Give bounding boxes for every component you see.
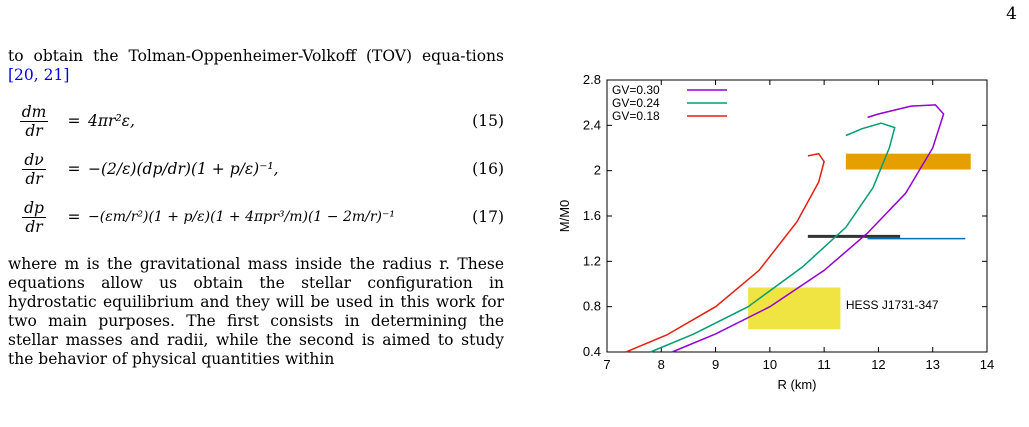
mass-radius-chart: 7 8 9 10 11 12 13 14 0.4 0.8 1.2 1.6 2 2.4 2.8 R (km) M/… [557, 72, 994, 392]
x-tick-label: 7 [603, 357, 610, 372]
x-tick-label: 9 [712, 357, 719, 372]
x-tick-label: 11 [817, 357, 831, 372]
eq15-rhs: 4πr²ε, [88, 111, 135, 130]
series-line-1 [650, 122, 896, 353]
y-tick-label: 1.6 [583, 208, 601, 223]
intro-paragraph: to obtain the Tolman-Oppenheimer-Volkoff… [8, 47, 504, 85]
series-line-2 [625, 152, 825, 353]
y-tick-label: 2.8 [583, 72, 601, 87]
eq17-lhs-den: dr [25, 217, 43, 236]
equation-16: dν dr = −(2/ε)(dp/dr)(1 + p/ε)⁻¹, (16) [22, 150, 504, 188]
x-tick-label: 14 [980, 357, 994, 372]
eq17-tag: (17) [472, 207, 504, 226]
x-tick-label: 8 [658, 357, 665, 372]
x-tick-label: 13 [925, 357, 939, 372]
eq16-rhs: −(2/ε)(dp/dr)(1 + p/ε)⁻¹, [88, 159, 279, 178]
y-axis-label: M/M0 [557, 200, 572, 233]
text-column: to obtain the Tolman-Oppenheimer-Volkoff… [8, 47, 504, 385]
body-paragraph: where m is the gravitational mass inside… [8, 255, 504, 368]
equation-15: dm dr = 4πr²ε, (15) [19, 102, 504, 140]
x-axis-label: R (km) [778, 377, 817, 392]
y-tick-label: 1.2 [583, 253, 601, 268]
eq16-lhs-num: dν [22, 150, 46, 170]
equation-17: dp dr = −(εm/r²)(1 + p/ε)(1 + 4πpr³/m)(1 … [22, 198, 504, 236]
eq16-tag: (16) [472, 159, 504, 178]
y-tick-label: 2 [594, 163, 601, 178]
equation-block: dm dr = 4πr²ε, (15) dν dr = −(2/ε)(dp/dr)(… [8, 97, 504, 241]
citation-link[interactable]: [20, 21] [8, 66, 70, 84]
y-tick-label: 0.8 [583, 299, 601, 314]
y-tick-label: 2.4 [583, 117, 601, 132]
chart-annotation: HESS J1731-347 [846, 298, 939, 312]
series-line-0 [671, 104, 945, 353]
page-number: 4 [1006, 4, 1017, 24]
y-tick-label: 0.4 [583, 344, 601, 359]
legend-label-2: GV=0.18 [612, 109, 660, 123]
x-tick-label: 12 [871, 357, 885, 372]
legend-label-0: GV=0.30 [612, 83, 660, 97]
x-tick-label: 10 [763, 357, 777, 372]
eq17-lhs-num: dp [22, 198, 46, 218]
intro-text: to obtain the Tolman-Oppenheimer-Volkoff… [8, 47, 504, 65]
eq15-lhs-den: dr [25, 121, 43, 140]
eq15-lhs-num: dm [19, 102, 49, 122]
eq15-tag: (15) [472, 111, 504, 130]
plot-area: 7 8 9 10 11 12 13 14 0.4 0.8 1.2 1.6 2 2.4 2.8 R (km) M/… [557, 72, 994, 392]
constraint-band-1 [748, 287, 841, 330]
eq16-lhs-den: dr [25, 169, 43, 188]
constraint-band-0 [845, 153, 971, 170]
legend-label-1: GV=0.24 [612, 96, 660, 110]
eq17-rhs: −(εm/r²)(1 + p/ε)(1 + 4πpr³/m)(1 − 2m/r)… [88, 208, 396, 225]
